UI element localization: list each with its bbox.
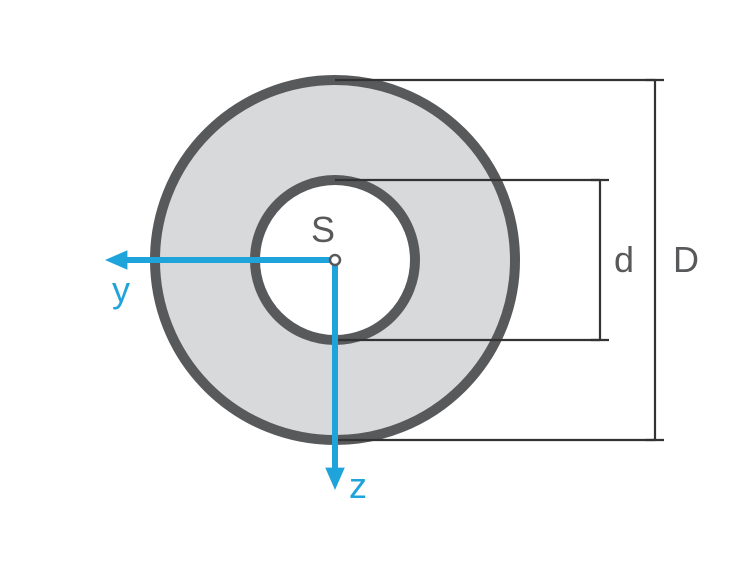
y-axis-label: y <box>112 269 130 310</box>
dim-d-label: d <box>614 239 634 280</box>
centroid-marker <box>330 255 340 265</box>
z-axis-label: z <box>349 465 367 506</box>
z-axis-arrow <box>325 468 345 490</box>
annulus-diagram: Dd y z S <box>0 0 754 572</box>
dim-D-label: D <box>673 239 699 280</box>
y-axis-arrow <box>105 250 127 270</box>
centroid-label: S <box>311 209 335 250</box>
